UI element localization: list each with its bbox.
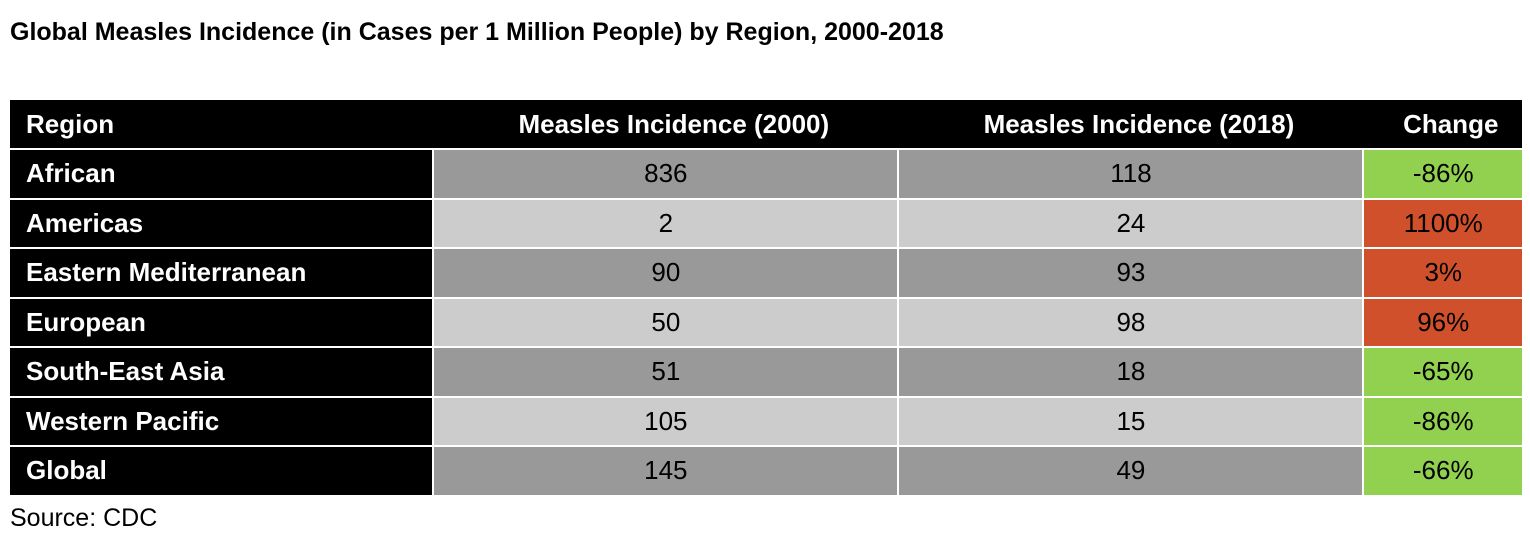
incidence-2018-cell: 49 [897, 445, 1365, 495]
incidence-2000-cell: 90 [432, 247, 900, 299]
region-cell: Global [10, 445, 435, 495]
header-2018: Measles Incidence (2018) [898, 100, 1364, 149]
incidence-2018-cell: 98 [897, 296, 1365, 348]
source-note: Source: CDC [10, 504, 158, 532]
region-cell: African [10, 148, 435, 200]
change-cell: 96% [1362, 296, 1522, 348]
incidence-2018-cell: 93 [897, 247, 1365, 299]
table-row: Western Pacific 105 15 -86% [10, 395, 1522, 447]
change-cell: 1100% [1362, 197, 1522, 249]
table-row: African 836 118 -86% [10, 148, 1522, 200]
region-cell: Eastern Mediterranean [10, 247, 435, 299]
change-cell: 3% [1362, 247, 1522, 299]
change-cell: -86% [1362, 395, 1522, 447]
incidence-2000-cell: 2 [432, 197, 900, 249]
measles-table: Region Measles Incidence (2000) Measles … [10, 100, 1522, 495]
change-cell: -65% [1362, 346, 1522, 398]
region-cell: South-East Asia [10, 346, 435, 398]
change-cell: -66% [1362, 445, 1522, 495]
incidence-2018-cell: 24 [897, 197, 1365, 249]
table-title: Global Measles Incidence (in Cases per 1… [10, 18, 944, 46]
incidence-2000-cell: 51 [432, 346, 900, 398]
change-cell: -86% [1362, 148, 1522, 200]
incidence-2000-cell: 836 [432, 148, 900, 200]
table-row: European 50 98 96% [10, 296, 1522, 348]
header-row: Region Measles Incidence (2000) Measles … [10, 100, 1522, 149]
table-row: Global 145 49 -66% [10, 445, 1522, 495]
incidence-2000-cell: 105 [432, 395, 900, 447]
incidence-2000-cell: 145 [432, 445, 900, 495]
region-cell: Americas [10, 197, 435, 249]
region-cell: European [10, 296, 435, 348]
header-2000: Measles Incidence (2000) [433, 100, 899, 149]
incidence-2018-cell: 15 [897, 395, 1365, 447]
header-region: Region [10, 100, 434, 149]
table-row: Eastern Mediterranean 90 93 3% [10, 247, 1522, 299]
incidence-2018-cell: 118 [897, 148, 1365, 200]
incidence-2000-cell: 50 [432, 296, 900, 348]
table-row: Americas 2 24 1100% [10, 197, 1522, 249]
header-change: Change [1363, 100, 1522, 149]
table-row: South-East Asia 51 18 -65% [10, 346, 1522, 398]
incidence-2018-cell: 18 [897, 346, 1365, 398]
region-cell: Western Pacific [10, 395, 435, 447]
